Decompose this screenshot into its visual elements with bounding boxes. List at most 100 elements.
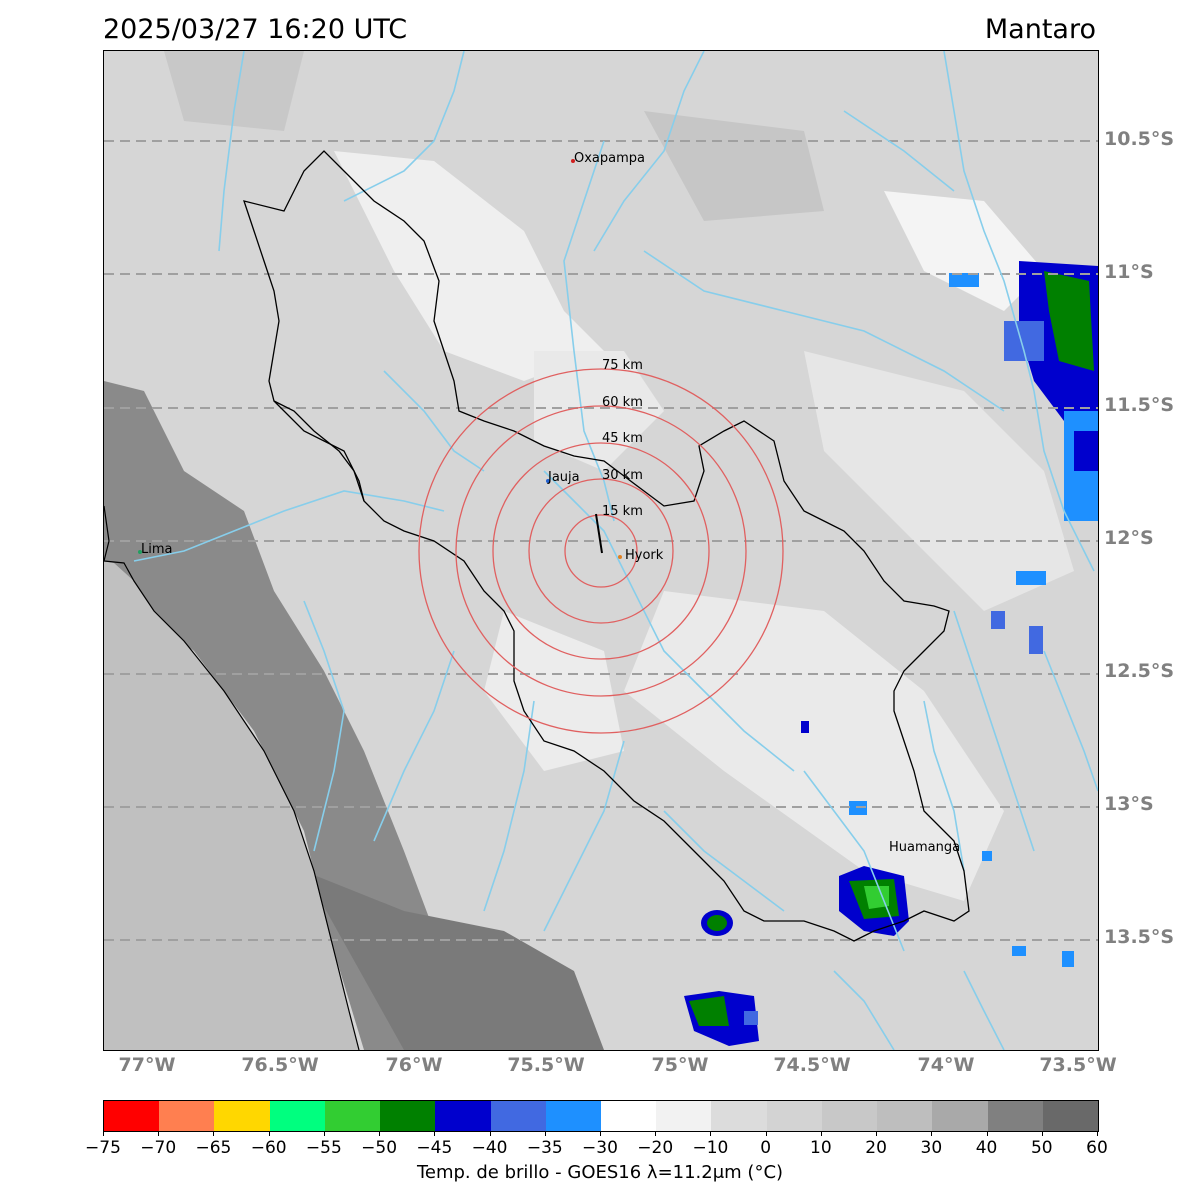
lat-label-13s: 13°S (1104, 793, 1154, 815)
colorbar-tick-label: 30 (920, 1138, 943, 1158)
colorbar-cell (711, 1101, 767, 1131)
colorbar-cell (435, 1101, 491, 1131)
lon-label-73-5w: 73.5°W (1039, 1054, 1117, 1076)
colorbar-tickmark (1097, 1131, 1098, 1136)
lat-label-12s: 12°S (1104, 527, 1154, 549)
colorbar-cell (656, 1101, 712, 1131)
latitude-gridlines (104, 140, 1098, 941)
darker-patch (644, 111, 824, 221)
colorbar-tick-label: −60 (250, 1138, 287, 1158)
city-label-jauja: Jauja (547, 470, 580, 485)
ring-label-15km: 15 km (602, 504, 643, 519)
colorbar-cell (1042, 1101, 1098, 1131)
city-label-oxapampa: Oxapampa (574, 151, 645, 166)
colorbar-tick-label: −35 (526, 1138, 563, 1158)
cloud-patch (534, 351, 664, 471)
city-marker-jauja (546, 479, 550, 483)
lon-label-76-5w: 76.5°W (241, 1054, 319, 1076)
colorbar-tickmark (931, 1131, 933, 1136)
colorbar-cell (877, 1101, 933, 1131)
ring-label-45km: 45 km (602, 431, 643, 446)
colorbar-tick-label: −70 (140, 1138, 177, 1158)
ring-label-60km: 60 km (602, 395, 643, 410)
colorbar-tick-label: −55 (305, 1138, 342, 1158)
lon-label-75w: 75°W (651, 1054, 709, 1076)
colorbar-cell (104, 1101, 160, 1131)
colorbar-tickmark (434, 1131, 436, 1136)
colorbar-tickmark (710, 1131, 712, 1136)
scattered-cold-pixels (801, 611, 1074, 967)
ocean (104, 561, 359, 1050)
colorbar-cell (932, 1101, 988, 1131)
convective-cell-south-1 (701, 910, 733, 936)
lon-label-77w: 77°W (118, 1054, 176, 1076)
colorbar-tick-label: 50 (1030, 1138, 1053, 1158)
cloud-patch (484, 611, 624, 771)
ring-label-75km: 75 km (602, 358, 643, 373)
colorbar-tickmark (379, 1131, 381, 1136)
colorbar-label: Temp. de brillo - GOES16 λ=11.2μm (°C) (416, 1162, 784, 1183)
cloud-patch (624, 591, 1004, 901)
ring-label-30km: 30 km (602, 468, 643, 483)
colorbar-tickmark (489, 1131, 491, 1136)
colorbar-tick-label: −20 (637, 1138, 674, 1158)
convective-cell-north-east (949, 261, 1098, 585)
datetime-title: 2025/03/27 16:20 UTC (103, 14, 408, 45)
lat-label-12-5s: 12.5°S (1104, 660, 1175, 682)
colorbar-tickmark (158, 1131, 160, 1136)
colorbar-tickmark (820, 1131, 822, 1136)
map-canvas: 15 km 30 km 45 km 60 km 75 km Oxapampa J… (104, 51, 1098, 1050)
colorbar-tickmark (986, 1131, 988, 1136)
cloud-patch (334, 151, 604, 381)
convective-cell-south-2 (684, 991, 759, 1046)
range-rings (418, 368, 784, 734)
colorbar-tick-label: −40 (471, 1138, 508, 1158)
colorbar-tick-label: −75 (85, 1138, 121, 1158)
colorbar-cell (821, 1101, 878, 1131)
darker-patch (164, 51, 304, 131)
lon-label-75-5w: 75.5°W (507, 1054, 585, 1076)
colorbar-tickmark (213, 1131, 215, 1136)
colorbar (103, 1100, 1099, 1132)
coastline (104, 505, 360, 1050)
lat-label-13-5s: 13.5°S (1104, 926, 1175, 948)
city-label-hyork: Hyork (625, 548, 664, 563)
radar-beam-line (595, 513, 603, 554)
colorbar-cell (545, 1101, 601, 1131)
city-label-lima: Lima (141, 542, 172, 557)
colorbar-cell (600, 1101, 657, 1131)
colorbar-cell (987, 1101, 1043, 1131)
colorbar-cell (490, 1101, 546, 1131)
lat-label-11s: 11°S (1104, 261, 1154, 283)
city-marker-hyork (618, 555, 622, 559)
colorbar-tickmark (765, 1131, 767, 1136)
colorbar-cell (214, 1101, 270, 1131)
colorbar-tickmark (268, 1131, 270, 1136)
basin-boundaries (243, 150, 970, 942)
lon-label-74w: 74°W (917, 1054, 975, 1076)
city-label-huamanga: Huamanga (889, 840, 960, 855)
colorbar-tick-label: −65 (195, 1138, 232, 1158)
colorbar-tick-label: −30 (582, 1138, 618, 1158)
colorbar-cell (766, 1101, 822, 1131)
coastal-highland-dark (304, 871, 604, 1050)
cloud-patch (804, 351, 1074, 611)
colorbar-tick-label: −10 (692, 1138, 729, 1158)
colorbar-tick-label: −50 (361, 1138, 398, 1158)
colorbar-cell (269, 1101, 325, 1131)
colorbar-tickmark (103, 1131, 104, 1136)
colorbar-tickmark (323, 1131, 325, 1136)
colorbar-tick-label: 40 (975, 1138, 998, 1158)
colorbar-tick-label: 10 (810, 1138, 832, 1158)
city-marker-oxapampa (571, 159, 575, 163)
coastal-highland-dark (104, 381, 464, 1050)
lat-label-11-5s: 11.5°S (1104, 394, 1175, 416)
colorbar-tickmark (876, 1131, 878, 1136)
colorbar-cell (380, 1101, 436, 1131)
colorbar-tickmark (1041, 1131, 1043, 1136)
lat-label-10-5s: 10.5°S (1104, 128, 1175, 150)
colorbar-tick-label: 0 (760, 1138, 772, 1158)
colorbar-tickmark (544, 1131, 546, 1136)
satellite-map: 15 km 30 km 45 km 60 km 75 km Oxapampa J… (103, 50, 1099, 1051)
colorbar-cell (324, 1101, 381, 1131)
